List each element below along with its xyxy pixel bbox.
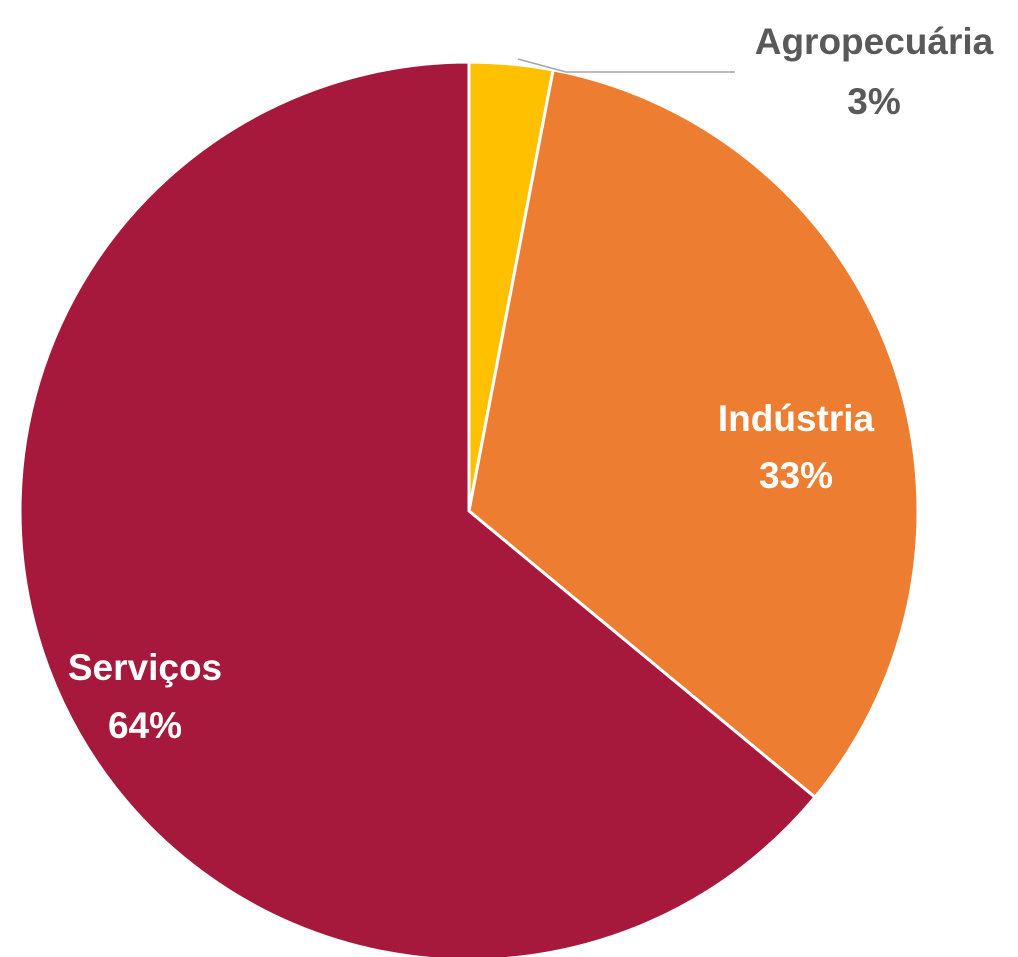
leader-lines: [517, 58, 735, 73]
slice-value-industria: 33%: [759, 455, 833, 496]
slice-labels: Agropecuária 3% Indústria 33% Serviços 64%: [68, 21, 994, 746]
slice-label-servicos: Serviços: [68, 647, 222, 688]
slice-label-industria: Indústria: [718, 398, 875, 439]
pie-slice-industria: [467, 68, 920, 799]
slice-value-servicos: 64%: [108, 705, 182, 746]
slice-value-agropecuaria: 3%: [847, 81, 900, 122]
leader-line-agropecuaria: [517, 58, 735, 73]
pie-slices: [18, 60, 920, 957]
pie-slice-servicos: [18, 60, 817, 957]
slice-label-agropecuaria: Agropecuária: [755, 21, 994, 62]
